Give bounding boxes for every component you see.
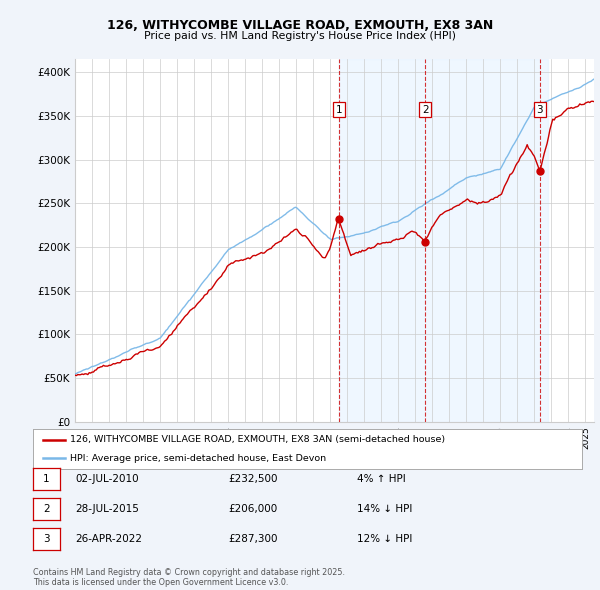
Text: Contains HM Land Registry data © Crown copyright and database right 2025.
This d: Contains HM Land Registry data © Crown c… [33,568,345,587]
Text: 2: 2 [43,504,50,514]
Text: 1: 1 [43,474,50,484]
Text: 1: 1 [335,105,342,115]
Text: 28-JUL-2015: 28-JUL-2015 [75,504,139,514]
Text: 12% ↓ HPI: 12% ↓ HPI [357,535,412,544]
Text: 126, WITHYCOMBE VILLAGE ROAD, EXMOUTH, EX8 3AN (semi-detached house): 126, WITHYCOMBE VILLAGE ROAD, EXMOUTH, E… [70,435,445,444]
Text: £232,500: £232,500 [228,474,277,484]
Text: Price paid vs. HM Land Registry's House Price Index (HPI): Price paid vs. HM Land Registry's House … [144,31,456,41]
Text: 4% ↑ HPI: 4% ↑ HPI [357,474,406,484]
Text: £287,300: £287,300 [228,535,277,544]
Text: 26-APR-2022: 26-APR-2022 [75,535,142,544]
Text: 3: 3 [536,105,543,115]
Text: HPI: Average price, semi-detached house, East Devon: HPI: Average price, semi-detached house,… [70,454,326,463]
Text: 3: 3 [43,535,50,544]
Text: 126, WITHYCOMBE VILLAGE ROAD, EXMOUTH, EX8 3AN: 126, WITHYCOMBE VILLAGE ROAD, EXMOUTH, E… [107,19,493,32]
Text: 2: 2 [422,105,428,115]
Text: 02-JUL-2010: 02-JUL-2010 [75,474,139,484]
Text: 14% ↓ HPI: 14% ↓ HPI [357,504,412,514]
Bar [339,59,548,422]
Text: £206,000: £206,000 [228,504,277,514]
